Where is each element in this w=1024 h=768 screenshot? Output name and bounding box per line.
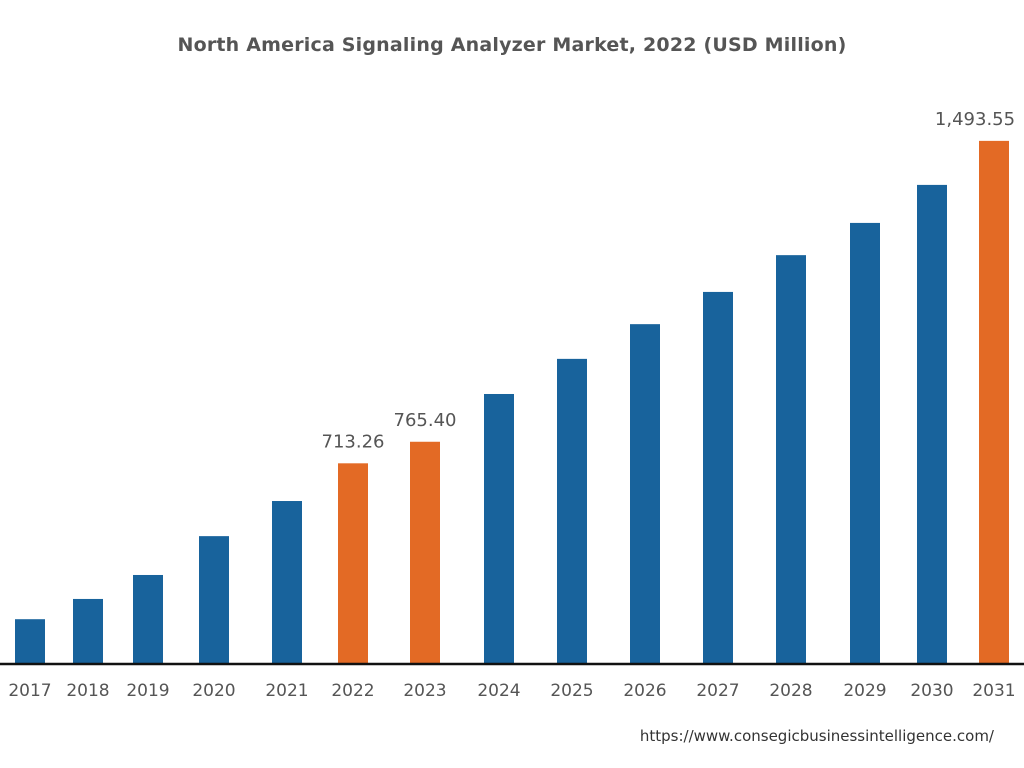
x-tick-label: 2028 [769, 681, 812, 701]
x-tick-label: 2017 [8, 681, 51, 701]
bar-2023 [410, 441, 440, 663]
x-tick-label: 2023 [403, 681, 446, 701]
bar-2029 [850, 222, 880, 663]
data-label-2031: 1,493.55 [935, 109, 1015, 130]
x-tick-label: 2024 [477, 681, 520, 701]
bar-2020 [199, 536, 229, 663]
x-tick-label: 2025 [550, 681, 593, 701]
bar-2030 [917, 184, 947, 664]
x-tick-label: 2027 [696, 681, 739, 701]
data-label-2023: 765.40 [394, 410, 457, 431]
x-tick-label: 2022 [331, 681, 374, 701]
bar-2028 [776, 255, 806, 664]
x-tick-label: 2021 [265, 681, 308, 701]
bar-2021 [272, 501, 302, 663]
x-tick-label: 2018 [66, 681, 109, 701]
bar-2018 [73, 598, 103, 663]
chart-title: North America Signaling Analyzer Market,… [177, 34, 847, 56]
bar-2031 [979, 140, 1009, 664]
source-url[interactable]: https://www.consegicbusinessintelligence… [639, 727, 994, 745]
bar-2024 [484, 393, 514, 663]
x-tick-label: 2019 [126, 681, 169, 701]
bar-2019 [133, 574, 163, 663]
x-tick-label: 2030 [910, 681, 953, 701]
bar-2022 [338, 463, 368, 663]
x-tick-label: 2031 [972, 681, 1015, 701]
bar-2025 [557, 358, 587, 663]
x-tick-label: 2026 [623, 681, 666, 701]
bar-2027 [703, 291, 733, 663]
bar-2017 [15, 619, 45, 663]
bar-2026 [630, 324, 660, 663]
x-tick-label: 2029 [843, 681, 886, 701]
x-tick-label: 2020 [192, 681, 235, 701]
data-label-2022: 713.26 [322, 431, 385, 452]
